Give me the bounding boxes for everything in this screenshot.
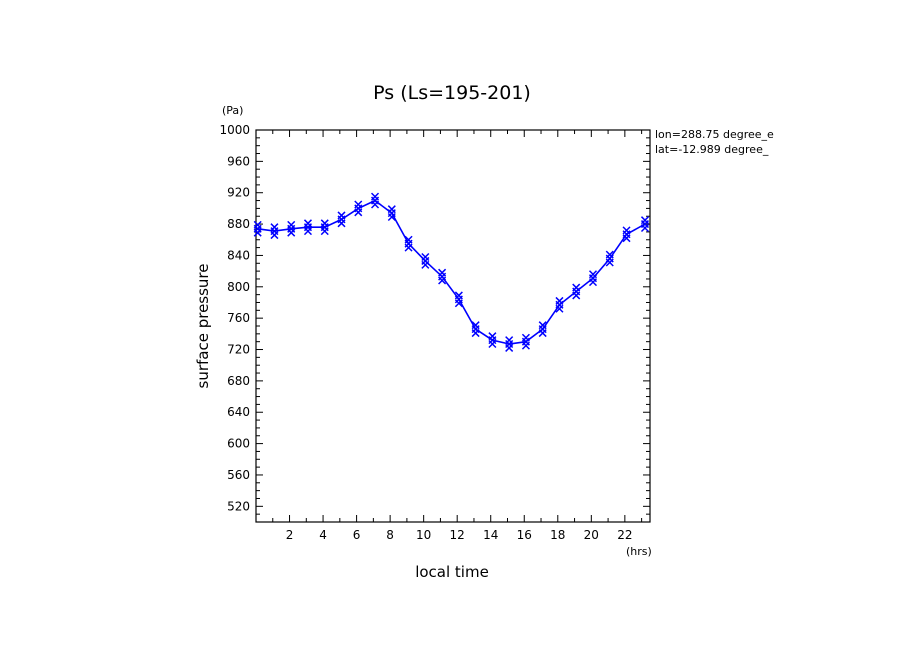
data-point-marker	[622, 226, 631, 235]
y-tick-label: 520	[227, 499, 250, 513]
data-point-marker	[371, 192, 380, 201]
plot-frame	[255, 129, 651, 523]
data-point-marker	[640, 216, 650, 225]
data-point-marker	[488, 332, 497, 341]
data-point-marker	[303, 219, 313, 228]
lon-annotation: lon=288.75 degree_e	[655, 128, 774, 141]
x-tick-label: 10	[416, 528, 431, 542]
y-tick-label: 960	[227, 154, 250, 168]
data-point-marker	[404, 235, 413, 244]
x-axis-label: local time	[415, 563, 489, 581]
x-tick-label: 16	[517, 528, 532, 542]
x-axis: 2 4 6 8 10 12 14 16 18 20 22	[272, 130, 643, 542]
chart-title: Ps (Ls=195-201)	[373, 82, 531, 104]
y-tick-label: 760	[227, 311, 250, 325]
x-tick-label: 2	[286, 528, 294, 542]
data-point-marker	[253, 220, 262, 229]
y-tick-label: 560	[227, 468, 250, 482]
data-point-marker	[588, 270, 598, 279]
data-point-marker	[287, 220, 296, 229]
lat-annotation: lat=-12.989 degree_	[655, 143, 769, 156]
series-line	[257, 199, 646, 345]
data-point-marker	[521, 333, 530, 342]
data-point-marker	[538, 321, 547, 330]
plot-area	[253, 192, 650, 352]
data-point-marker	[555, 296, 564, 305]
y-tick-label: 720	[227, 343, 250, 357]
y-tick-label: 680	[227, 374, 250, 388]
data-point-marker	[320, 219, 329, 228]
y-tick-label: 880	[227, 217, 250, 231]
data-point-marker	[454, 291, 463, 300]
y-axis-label: surface pressure	[194, 264, 212, 389]
x-tick-label: 18	[550, 528, 565, 542]
y-unit-label: (Pa)	[222, 104, 243, 117]
y-tick-label: 840	[227, 248, 250, 262]
data-point-marker	[337, 211, 346, 220]
x-unit-label: (hrs)	[626, 545, 652, 558]
data-point-marker	[471, 321, 480, 330]
x-tick-label: 14	[483, 528, 498, 542]
x-tick-label: 4	[319, 528, 327, 542]
data-point-marker	[421, 252, 430, 262]
y-tick-label: 920	[227, 186, 250, 200]
data-point-marker	[438, 268, 447, 277]
data-point-marker	[572, 283, 581, 292]
data-point-marker	[605, 250, 614, 259]
y-tick-label: 640	[227, 405, 250, 419]
x-tick-label: 22	[617, 528, 632, 542]
data-point-marker	[354, 200, 363, 209]
data-point-marker	[270, 223, 279, 232]
y-axis: 520 560 600 640 680 720 760 800 840 880 920 960 1000	[219, 123, 650, 515]
y-tick-label: 800	[227, 280, 250, 294]
y-tick-label: 1000	[219, 123, 250, 137]
data-point-marker	[505, 336, 514, 345]
data-point-marker	[387, 205, 396, 214]
x-tick-label: 12	[450, 528, 465, 542]
x-tick-label: 20	[584, 528, 599, 542]
x-tick-label: 6	[353, 528, 361, 542]
y-tick-label: 600	[227, 437, 250, 451]
x-tick-label: 8	[386, 528, 394, 542]
